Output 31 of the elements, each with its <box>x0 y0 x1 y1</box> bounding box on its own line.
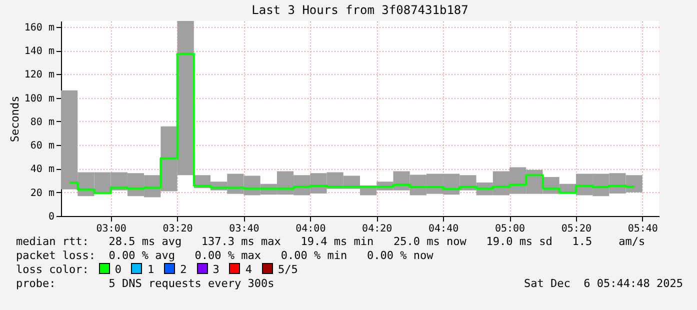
text: packet loss: 0.00 % avg 0.00 % max 0.00 % min 0.00 % now <box>15 249 434 263</box>
x-tick-label: 03:00 <box>96 224 126 234</box>
y-tick-label: 20 m <box>30 188 54 199</box>
legend-label: 3 <box>212 263 220 276</box>
text: median rtt: 28.5 ms avg 137.3 ms max 19.4 ms min 25.0 ms now 19.0 ms sd 1.5 am/s <box>15 235 646 249</box>
legend-title: loss color: <box>16 263 89 276</box>
y-tick-label: 40 m <box>30 164 54 176</box>
legend-label: 1 <box>147 263 154 276</box>
x-tick-label: 05:40 <box>628 224 658 234</box>
legend-label: 5/5 <box>278 263 298 276</box>
x-tick-label: 05:20 <box>561 224 592 234</box>
x-tick-label: 04:00 <box>296 224 326 234</box>
y-tick-label: 100 m <box>24 93 54 104</box>
legend-label: 0 <box>114 263 122 276</box>
y-tick-label: 0 <box>48 212 54 222</box>
y-tick-label: 80 m <box>30 116 54 128</box>
x-tick-label: 03:20 <box>162 224 193 234</box>
text: Sat Dec 6 05:44:48 2025 <box>523 277 684 291</box>
y-tick-label: 160 m <box>24 22 54 34</box>
y-axis-title: Seconds <box>8 96 22 142</box>
x-tick-label: 04:40 <box>428 224 459 234</box>
y-tick-label: 120 m <box>24 70 54 81</box>
chart-title: Last 3 Hours from 3f087431b187 <box>252 3 468 17</box>
x-tick-label: 04:20 <box>362 224 392 234</box>
legend-label: 2 <box>180 263 187 276</box>
text: probe: 5 DNS requests every 300s <box>15 277 276 291</box>
x-tick-label: 03:40 <box>229 224 260 234</box>
x-tick-label: 05:00 <box>494 224 526 234</box>
y-tick-label: 60 m <box>30 140 54 152</box>
legend-label: 4 <box>245 263 252 276</box>
y-tick-label: 140 m <box>24 46 54 58</box>
